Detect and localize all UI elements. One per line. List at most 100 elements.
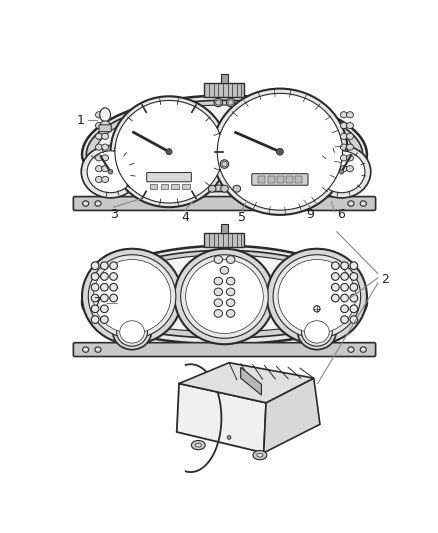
Ellipse shape: [304, 321, 329, 343]
Bar: [295, 175, 302, 183]
Ellipse shape: [348, 347, 354, 352]
Ellipse shape: [360, 201, 366, 206]
Ellipse shape: [102, 112, 109, 118]
Text: 2: 2: [381, 273, 389, 286]
Ellipse shape: [341, 294, 349, 302]
Ellipse shape: [278, 260, 356, 334]
Ellipse shape: [83, 347, 89, 352]
Ellipse shape: [332, 284, 339, 291]
Ellipse shape: [166, 149, 172, 155]
Ellipse shape: [350, 305, 358, 313]
Bar: [258, 175, 265, 183]
Text: 9: 9: [306, 208, 314, 221]
Text: 7: 7: [94, 296, 102, 309]
Ellipse shape: [214, 310, 223, 317]
Ellipse shape: [276, 148, 283, 155]
Ellipse shape: [332, 262, 339, 270]
Ellipse shape: [341, 316, 349, 324]
Ellipse shape: [95, 201, 101, 206]
Ellipse shape: [91, 273, 99, 280]
Ellipse shape: [100, 273, 108, 280]
Ellipse shape: [108, 169, 113, 174]
Ellipse shape: [346, 166, 353, 172]
Ellipse shape: [83, 201, 89, 206]
Ellipse shape: [91, 305, 99, 313]
Ellipse shape: [93, 260, 171, 334]
FancyBboxPatch shape: [73, 343, 376, 357]
Ellipse shape: [346, 123, 353, 128]
Ellipse shape: [348, 201, 354, 206]
Ellipse shape: [332, 294, 339, 302]
Ellipse shape: [346, 112, 353, 118]
FancyBboxPatch shape: [205, 233, 244, 247]
Ellipse shape: [350, 284, 358, 291]
Ellipse shape: [110, 96, 228, 207]
Ellipse shape: [346, 133, 353, 140]
Ellipse shape: [102, 155, 109, 161]
Ellipse shape: [214, 288, 223, 296]
Ellipse shape: [100, 108, 110, 122]
Ellipse shape: [340, 133, 347, 140]
Ellipse shape: [82, 249, 182, 344]
Bar: [182, 184, 190, 189]
Ellipse shape: [214, 277, 223, 285]
Ellipse shape: [360, 347, 366, 352]
Ellipse shape: [318, 151, 365, 193]
Ellipse shape: [341, 262, 349, 270]
Ellipse shape: [120, 321, 145, 343]
Ellipse shape: [110, 262, 117, 270]
Ellipse shape: [226, 299, 235, 306]
Bar: [171, 184, 179, 189]
Ellipse shape: [102, 166, 109, 172]
FancyBboxPatch shape: [99, 125, 111, 132]
Ellipse shape: [346, 144, 353, 150]
Polygon shape: [264, 378, 320, 453]
Ellipse shape: [117, 318, 148, 346]
Ellipse shape: [227, 435, 231, 439]
Ellipse shape: [339, 169, 344, 174]
Ellipse shape: [226, 277, 235, 285]
Polygon shape: [179, 363, 314, 403]
Ellipse shape: [110, 294, 117, 302]
Ellipse shape: [341, 284, 349, 291]
FancyBboxPatch shape: [252, 174, 308, 185]
FancyBboxPatch shape: [205, 83, 244, 97]
Ellipse shape: [195, 443, 201, 447]
Bar: [268, 175, 275, 183]
Ellipse shape: [340, 166, 347, 172]
Polygon shape: [177, 384, 266, 453]
Ellipse shape: [174, 249, 275, 344]
Ellipse shape: [95, 112, 102, 118]
Text: 3: 3: [110, 208, 117, 221]
Ellipse shape: [87, 151, 134, 193]
Ellipse shape: [91, 316, 99, 324]
Ellipse shape: [95, 123, 102, 128]
Ellipse shape: [102, 123, 109, 128]
Polygon shape: [95, 105, 354, 185]
Ellipse shape: [346, 155, 353, 161]
Ellipse shape: [350, 294, 358, 302]
Ellipse shape: [95, 176, 102, 182]
Ellipse shape: [228, 100, 233, 105]
Ellipse shape: [100, 316, 108, 324]
Ellipse shape: [91, 262, 99, 270]
Ellipse shape: [95, 144, 102, 150]
Ellipse shape: [100, 294, 108, 302]
Ellipse shape: [226, 256, 235, 263]
Text: 4: 4: [181, 212, 189, 224]
Ellipse shape: [91, 284, 99, 291]
Ellipse shape: [267, 249, 367, 344]
Polygon shape: [95, 255, 354, 332]
Text: 6: 6: [337, 208, 345, 221]
Ellipse shape: [208, 185, 216, 192]
Ellipse shape: [113, 314, 151, 350]
Ellipse shape: [95, 133, 102, 140]
Ellipse shape: [91, 294, 99, 302]
Ellipse shape: [253, 450, 267, 460]
Ellipse shape: [81, 146, 140, 198]
Ellipse shape: [221, 185, 228, 192]
Bar: [286, 175, 293, 183]
Ellipse shape: [341, 273, 349, 280]
Ellipse shape: [350, 316, 358, 324]
Ellipse shape: [214, 299, 223, 306]
